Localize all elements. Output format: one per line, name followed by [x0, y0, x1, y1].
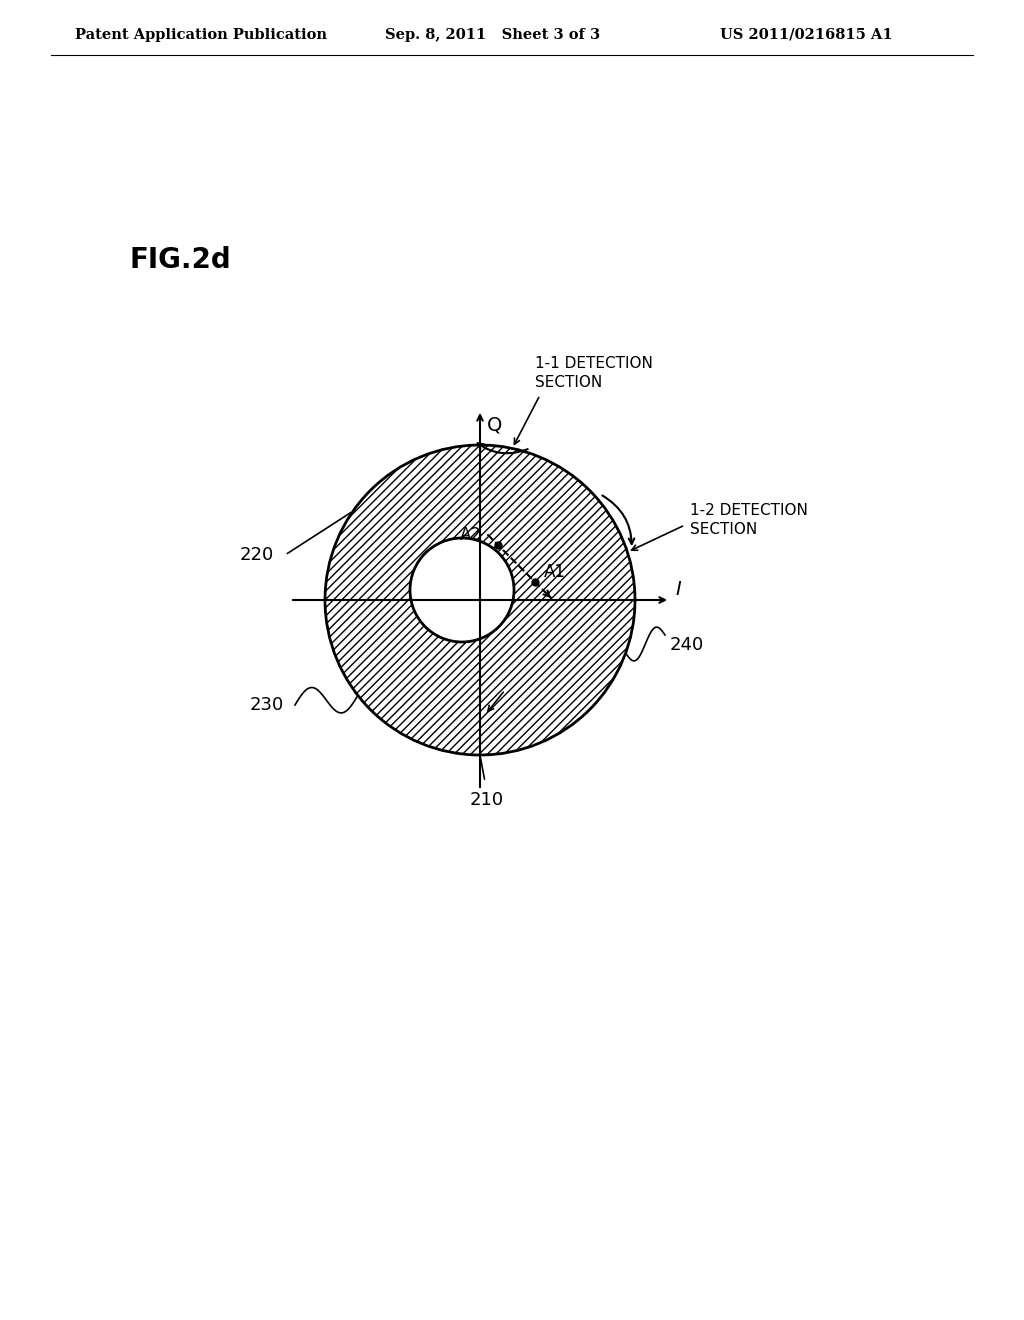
Text: 1-2 DETECTION
SECTION: 1-2 DETECTION SECTION	[690, 503, 808, 537]
Text: 220: 220	[240, 546, 274, 564]
Text: FIG.2d: FIG.2d	[130, 246, 231, 275]
Text: US 2011/0216815 A1: US 2011/0216815 A1	[720, 28, 893, 42]
Text: Sep. 8, 2011   Sheet 3 of 3: Sep. 8, 2011 Sheet 3 of 3	[385, 28, 600, 42]
Circle shape	[410, 539, 514, 642]
Text: 230: 230	[250, 696, 285, 714]
Text: Patent Application Publication: Patent Application Publication	[75, 28, 327, 42]
Circle shape	[325, 445, 635, 755]
Text: A2: A2	[460, 525, 482, 544]
Text: 1-1 DETECTION
SECTION: 1-1 DETECTION SECTION	[535, 356, 653, 389]
Text: A1: A1	[544, 564, 566, 581]
Text: 240: 240	[670, 636, 705, 653]
Text: I: I	[675, 579, 681, 599]
Text: 210: 210	[470, 791, 504, 809]
Text: Q: Q	[487, 414, 503, 434]
